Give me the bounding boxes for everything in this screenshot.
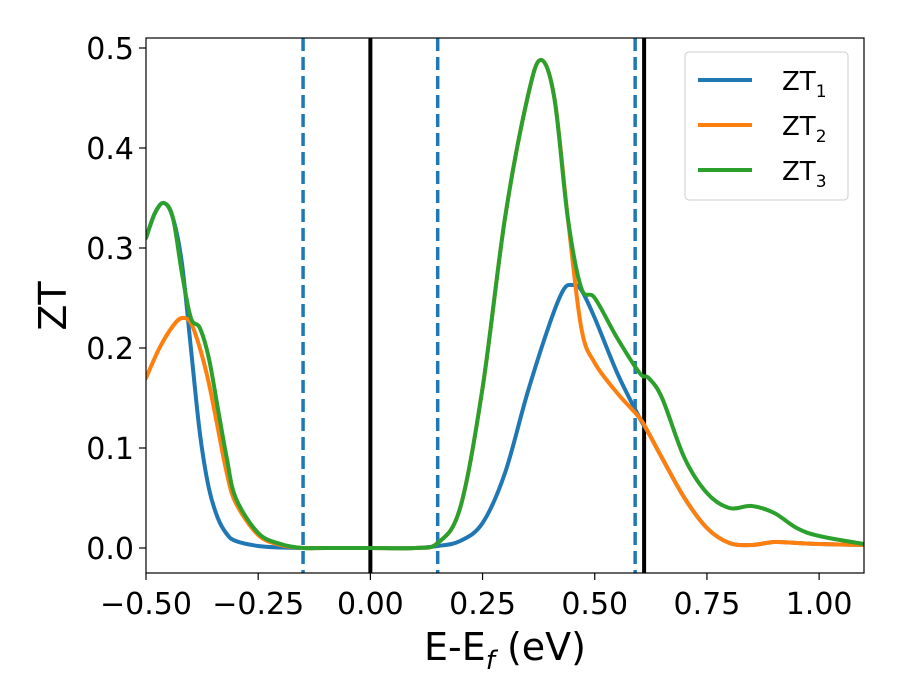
legend-label-zt3: ZT3 — [782, 157, 827, 192]
legend-box — [684, 51, 849, 201]
series-lines — [146, 58, 864, 551]
x-tick-label: 1.00 — [786, 587, 853, 622]
y-axis-ticks: 0.0 0.1 0.2 0.3 0.4 0.5 — [86, 32, 146, 567]
x-tick-label: 0.50 — [561, 587, 628, 622]
y-tick-label: 0.5 — [86, 32, 134, 67]
y-tick-label: 0.1 — [86, 432, 134, 467]
y-tick-label: 0.0 — [86, 532, 134, 567]
legend-label-zt1: ZT1 — [782, 67, 827, 102]
series-line-zt1 — [146, 200, 864, 551]
y-tick-label: 0.3 — [86, 232, 134, 267]
x-tick-label: 0.00 — [337, 587, 404, 622]
x-axis-label: E-Ef (eV) — [424, 625, 586, 676]
x-tick-label: −0.25 — [212, 587, 304, 622]
legend-label-zt2: ZT2 — [782, 112, 827, 147]
x-axis-ticks: −0.50 −0.25 0.00 0.25 0.50 0.75 1.00 — [100, 573, 853, 622]
y-axis-label: ZT — [31, 281, 75, 331]
x-tick-label: 0.25 — [449, 587, 516, 622]
y-tick-label: 0.2 — [86, 332, 134, 367]
y-tick-label: 0.4 — [86, 132, 134, 167]
x-tick-label: −0.50 — [100, 587, 192, 622]
plot-frame — [145, 37, 865, 574]
legend: ZT1 ZT2 ZT3 — [684, 51, 849, 201]
reference-lines — [301, 38, 647, 573]
x-tick-label: 0.75 — [674, 587, 741, 622]
series-line-zt3 — [146, 58, 864, 551]
